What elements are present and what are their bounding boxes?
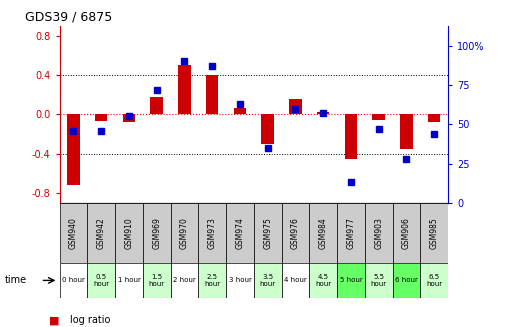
Text: 6 hour: 6 hour bbox=[395, 277, 418, 284]
Text: GSM977: GSM977 bbox=[347, 217, 355, 249]
Bar bbox=[393, 203, 420, 263]
Bar bbox=[95, 114, 107, 121]
Bar bbox=[400, 114, 413, 149]
Text: 2 hour: 2 hour bbox=[173, 277, 196, 284]
Bar bbox=[344, 114, 357, 159]
Text: ■: ■ bbox=[49, 316, 60, 325]
Text: 2.5
hour: 2.5 hour bbox=[204, 274, 220, 287]
Bar bbox=[282, 263, 309, 298]
Bar bbox=[60, 203, 88, 263]
Text: GSM984: GSM984 bbox=[319, 217, 328, 249]
Bar bbox=[234, 108, 246, 114]
Bar bbox=[123, 114, 135, 122]
Text: 3 hour: 3 hour bbox=[228, 277, 251, 284]
Text: GSM975: GSM975 bbox=[263, 217, 272, 249]
Text: GSM976: GSM976 bbox=[291, 217, 300, 249]
Bar bbox=[170, 203, 198, 263]
Text: GSM903: GSM903 bbox=[374, 217, 383, 249]
Bar bbox=[198, 203, 226, 263]
Bar bbox=[289, 99, 301, 114]
Bar bbox=[393, 263, 420, 298]
Bar bbox=[143, 203, 170, 263]
Bar bbox=[226, 203, 254, 263]
Text: 5 hour: 5 hour bbox=[340, 277, 362, 284]
Text: 6.5
hour: 6.5 hour bbox=[426, 274, 442, 287]
Bar bbox=[282, 203, 309, 263]
Text: 5.5
hour: 5.5 hour bbox=[371, 274, 387, 287]
Bar bbox=[88, 263, 115, 298]
Text: 0 hour: 0 hour bbox=[62, 277, 85, 284]
Bar bbox=[372, 114, 385, 120]
Bar bbox=[150, 97, 163, 114]
Text: 4 hour: 4 hour bbox=[284, 277, 307, 284]
Text: GDS39 / 6875: GDS39 / 6875 bbox=[25, 10, 112, 24]
Bar bbox=[67, 114, 80, 185]
Text: GSM910: GSM910 bbox=[124, 217, 134, 249]
Text: GSM906: GSM906 bbox=[402, 217, 411, 249]
Text: 1 hour: 1 hour bbox=[118, 277, 140, 284]
Bar bbox=[178, 65, 191, 114]
Text: 3.5
hour: 3.5 hour bbox=[260, 274, 276, 287]
Bar bbox=[365, 263, 393, 298]
Bar bbox=[262, 114, 274, 144]
Bar bbox=[317, 112, 329, 114]
Bar bbox=[254, 263, 282, 298]
Bar bbox=[115, 203, 143, 263]
Text: GSM942: GSM942 bbox=[97, 217, 106, 249]
Text: GSM969: GSM969 bbox=[152, 217, 161, 249]
Bar bbox=[337, 203, 365, 263]
Bar bbox=[428, 114, 440, 122]
Bar bbox=[88, 203, 115, 263]
Text: log ratio: log ratio bbox=[70, 316, 110, 325]
Bar bbox=[143, 263, 170, 298]
Bar bbox=[420, 263, 448, 298]
Bar bbox=[198, 263, 226, 298]
Bar bbox=[115, 263, 143, 298]
Text: GSM985: GSM985 bbox=[430, 217, 439, 249]
Text: 0.5
hour: 0.5 hour bbox=[93, 274, 109, 287]
Bar bbox=[309, 263, 337, 298]
Bar bbox=[60, 263, 88, 298]
Text: 1.5
hour: 1.5 hour bbox=[149, 274, 165, 287]
Bar bbox=[226, 263, 254, 298]
Text: time: time bbox=[5, 275, 27, 285]
Bar bbox=[420, 203, 448, 263]
Text: GSM970: GSM970 bbox=[180, 217, 189, 249]
Text: GSM973: GSM973 bbox=[208, 217, 217, 249]
Text: 4.5
hour: 4.5 hour bbox=[315, 274, 331, 287]
Bar bbox=[206, 75, 219, 114]
Bar bbox=[170, 263, 198, 298]
Bar bbox=[337, 263, 365, 298]
Bar bbox=[365, 203, 393, 263]
Text: GSM974: GSM974 bbox=[236, 217, 244, 249]
Bar bbox=[309, 203, 337, 263]
Text: GSM940: GSM940 bbox=[69, 217, 78, 249]
Bar bbox=[254, 203, 282, 263]
